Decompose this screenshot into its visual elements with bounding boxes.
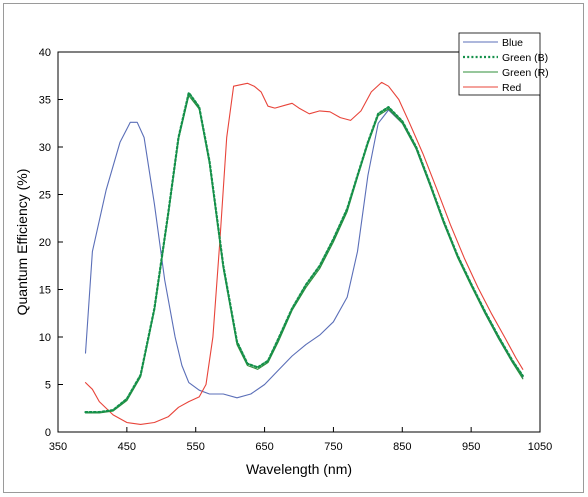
plot-area xyxy=(57,51,541,433)
series-line-green-b xyxy=(84,91,524,414)
x-tick-label: 1050 xyxy=(528,441,552,453)
x-tick-label: 650 xyxy=(255,441,273,453)
x-tick-label: 750 xyxy=(324,441,342,453)
x-tick-label: 550 xyxy=(187,441,205,453)
x-tick-label: 350 xyxy=(49,441,67,453)
x-tick-label: 450 xyxy=(118,441,136,453)
y-tick-label: 15 xyxy=(39,285,51,297)
series-line-red xyxy=(84,81,524,425)
legend-label: Blue xyxy=(502,37,523,49)
legend-label: Red xyxy=(502,82,521,94)
y-tick-label: 25 xyxy=(39,190,51,202)
legend-box xyxy=(458,32,541,96)
legend-label: Green (R) xyxy=(502,67,549,79)
y-tick-label: 5 xyxy=(45,380,51,392)
y-tick-label: 30 xyxy=(39,142,51,154)
legend-label: Green (B) xyxy=(502,52,548,64)
y-axis-ticks: 0 5 10 15 20 25 30 35 40 xyxy=(39,47,63,439)
y-tick-label: 0 xyxy=(45,427,51,439)
x-tick-label: 850 xyxy=(393,441,411,453)
y-axis-title: Quantum Efficiency (%) xyxy=(14,169,30,316)
x-axis-ticks: 350 450 550 650 750 850 950 1050 xyxy=(49,427,552,453)
legend: Blue Green (B) Green (R) Red xyxy=(458,32,549,96)
x-tick-label: 950 xyxy=(462,441,480,453)
y-tick-label: 40 xyxy=(39,47,51,59)
x-axis-title: Wavelength (nm) xyxy=(246,461,352,477)
y-tick-label: 20 xyxy=(39,237,51,249)
y-tick-label: 35 xyxy=(39,95,51,107)
y-tick-label: 10 xyxy=(39,332,51,344)
series-layer xyxy=(84,81,524,425)
